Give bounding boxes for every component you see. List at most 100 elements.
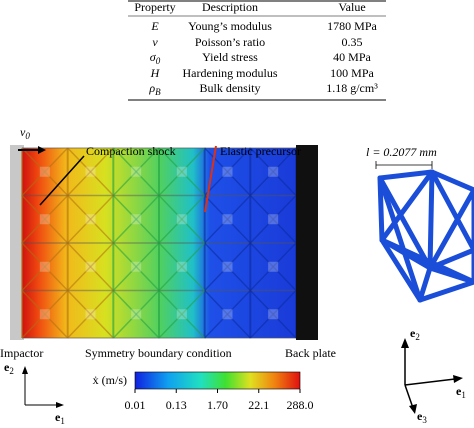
axis-label-main: e <box>4 360 10 374</box>
strut <box>249 289 297 339</box>
strut <box>21 242 69 292</box>
pore <box>39 261 50 272</box>
cell-strut <box>377 169 435 181</box>
axis-arrow <box>404 384 414 409</box>
table-header: Property <box>134 0 175 14</box>
property-symbol-sub: B <box>155 87 161 97</box>
pore <box>131 214 142 225</box>
axis-label-sub: 3 <box>422 415 427 425</box>
table-cell: Poisson’s ratio <box>195 35 265 49</box>
pore <box>222 214 233 225</box>
table-header: Value <box>338 0 365 14</box>
property-symbol-main: ν <box>152 35 158 49</box>
property-symbol: E <box>150 19 159 33</box>
strut <box>249 194 297 244</box>
pore <box>39 214 50 225</box>
pore <box>39 166 50 177</box>
strut <box>158 242 206 292</box>
pore <box>268 166 279 177</box>
pore <box>222 309 233 320</box>
colorbar-tick-label: 288.0 <box>287 398 314 412</box>
strut <box>112 289 160 339</box>
pore <box>268 214 279 225</box>
cell-strut <box>429 169 474 193</box>
velocity-label-sub: 0 <box>25 131 30 141</box>
property-symbol-main: E <box>150 19 159 33</box>
strut <box>67 242 114 292</box>
cell-strut <box>417 279 474 303</box>
cell-strut <box>379 237 423 303</box>
pore <box>131 166 142 177</box>
pore <box>85 214 96 225</box>
table-cell: Yield stress <box>202 50 258 64</box>
colorbar <box>134 371 301 390</box>
arrow-head <box>22 366 28 374</box>
pore <box>176 261 187 272</box>
cell-strut <box>377 175 385 243</box>
table-cell: Young’s modulus <box>188 19 272 33</box>
pore <box>222 261 233 272</box>
annotation: Elastic precursor <box>220 144 301 158</box>
cell-strut <box>427 265 474 285</box>
cell-strut <box>377 175 423 303</box>
velocity-label: v0 <box>20 125 30 141</box>
table-cell: 0.35 <box>342 35 363 49</box>
pore <box>268 309 279 320</box>
strut <box>158 289 206 339</box>
arrow-head <box>453 375 463 383</box>
back-plate <box>296 145 318 340</box>
table-cell: Bulk density <box>199 81 260 95</box>
axis-label: e1 <box>456 384 466 400</box>
colorbar-tick-label: 22.1 <box>248 398 269 412</box>
colorbar-tick-label: 0.13 <box>166 398 187 412</box>
cell-strut <box>427 247 474 271</box>
axis-label-main: e <box>55 410 61 424</box>
axis-label: e1 <box>55 410 65 426</box>
pore <box>176 166 187 177</box>
pore <box>268 261 279 272</box>
table-cell: 1.18 g/cm³ <box>326 81 378 95</box>
axis-label-sub: 2 <box>9 366 14 376</box>
table-cell: Hardening modulus <box>183 66 278 80</box>
table-cell: 40 MPa <box>333 50 371 64</box>
strut <box>21 289 69 339</box>
velocity-label-main: v <box>20 125 26 139</box>
cell-strut <box>417 265 433 303</box>
property-symbol-sub: 0 <box>156 56 161 66</box>
table-cell: 100 MPa <box>330 66 374 80</box>
annotation: Compaction shock <box>86 144 176 158</box>
strut <box>249 147 297 197</box>
strut <box>112 194 160 244</box>
table-cell: 1780 MPa <box>327 19 377 33</box>
axis-label-sub: 1 <box>461 390 466 400</box>
strut <box>112 147 160 197</box>
cell-strut <box>427 169 435 271</box>
strut <box>204 289 251 339</box>
arrow-head <box>401 338 409 348</box>
annotation: Symmetry boundary condition <box>85 346 232 360</box>
axis-label: e2 <box>4 360 14 376</box>
property-symbol-main: ρ <box>148 81 155 95</box>
property-symbol: H <box>150 66 161 80</box>
pore <box>222 166 233 177</box>
pore <box>39 309 50 320</box>
strut <box>204 242 251 292</box>
property-symbol: ρB <box>148 81 161 97</box>
property-symbol: ν <box>152 35 158 49</box>
pointer <box>204 145 217 213</box>
table-header: Description <box>202 0 258 14</box>
colorbar-tick-label: 1.70 <box>207 398 228 412</box>
strut <box>249 242 297 292</box>
strut <box>204 194 251 244</box>
axis-label-sub: 2 <box>415 332 420 342</box>
property-symbol-main: σ <box>150 50 157 64</box>
pore <box>85 261 96 272</box>
strut <box>67 289 114 339</box>
dimension-label: l = 0.2077 mm <box>366 145 437 159</box>
strut <box>21 194 69 244</box>
pore <box>176 214 187 225</box>
cell-strut <box>379 237 433 271</box>
strut <box>158 194 206 244</box>
pore <box>85 309 96 320</box>
